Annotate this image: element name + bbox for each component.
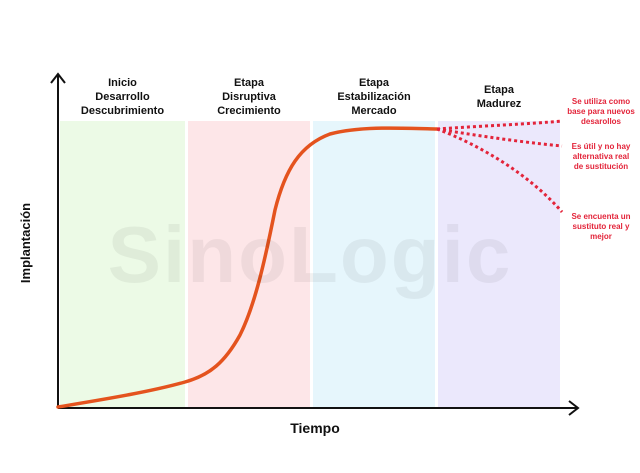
outcome-line-util: [436, 127, 563, 148]
stage-band-estabilizacion: [313, 121, 435, 408]
stage-label-disruptiva: Etapa Disruptiva Crecimiento: [217, 77, 281, 117]
stage-label-madurez: Etapa Madurez: [476, 84, 522, 110]
outcome-line-base: [436, 119, 563, 131]
outcome-label-base: Se utiliza como base para nuevos desarol…: [567, 97, 635, 126]
stage-band-madurez: [438, 121, 560, 408]
outcome-line-sustituto: [436, 127, 564, 213]
stage-band-inicio: [60, 121, 185, 408]
outcome-label-util: Es útil y no hay alternativa real de sus…: [571, 142, 631, 171]
stage-label-estabilizacion: Etapa Estabilización Mercado: [337, 77, 411, 117]
watermark: SinoLogic: [107, 210, 513, 299]
x-axis-arrowhead: [568, 400, 580, 416]
y-axis-arrowhead: [50, 72, 66, 84]
outcome-label-sustituto: Se encuenta un sustituto real y mejor: [571, 212, 631, 241]
x-axis-title: Tiempo: [290, 420, 340, 436]
y-axis-title: Implantación: [18, 202, 33, 284]
adoption-curve: [56, 126, 439, 409]
stage-label-inicio: Inicio Desarrollo Descubrimiento: [80, 77, 165, 117]
